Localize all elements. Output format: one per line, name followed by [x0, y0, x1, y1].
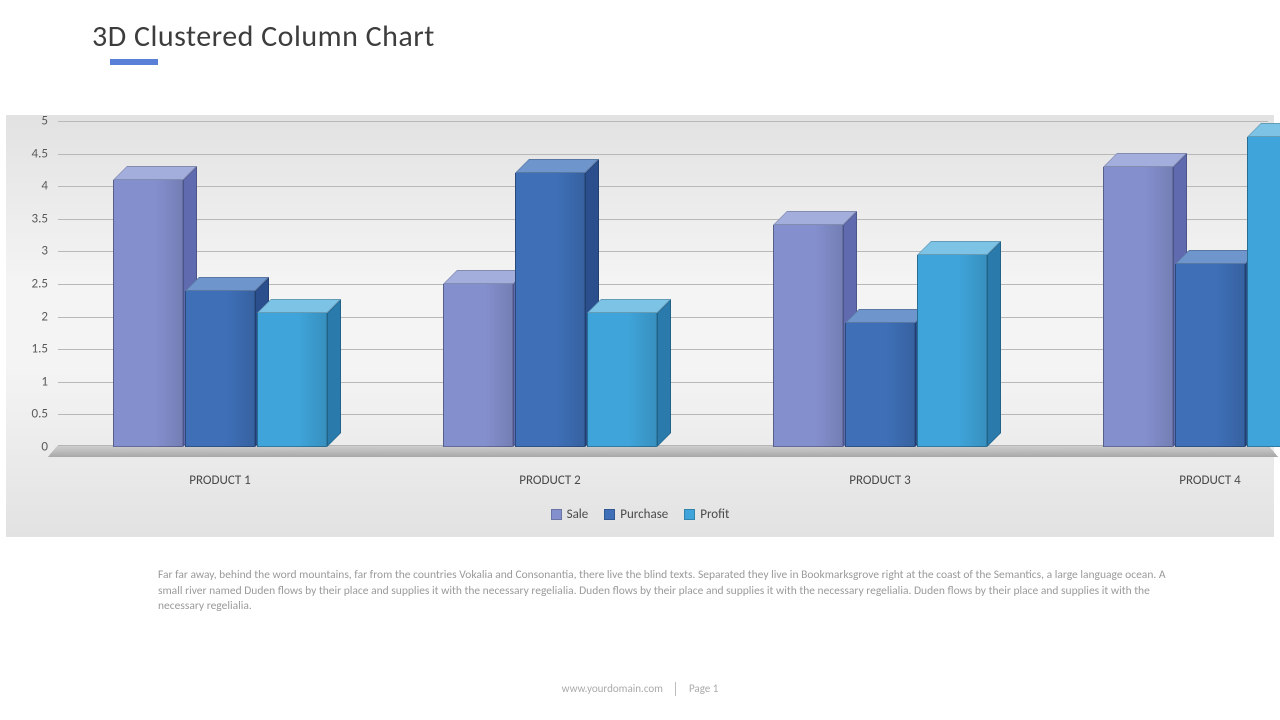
legend-item: Profit [684, 507, 729, 522]
y-tick-label: 2.5 [32, 277, 48, 292]
y-tick-label: 4.5 [32, 146, 48, 161]
bar-profit [1247, 137, 1280, 447]
bar-purchase [845, 323, 915, 447]
body-text: Far far away, behind the word mountains,… [158, 568, 1188, 615]
bar-profit [917, 255, 987, 447]
bar-purchase [515, 173, 585, 447]
y-tick-label: 1 [41, 374, 48, 389]
x-axis-label: PRODUCT 3 [849, 473, 910, 488]
chart-panel: 0 0.5 1 1.5 2 2.5 3 3.5 4 4.5 5 PRODUCT 1 PRODUCT 2… [6, 115, 1274, 537]
y-tick-label: 3 [41, 244, 48, 259]
y-tick-label: 4 [41, 179, 48, 194]
legend-item: Purchase [604, 507, 668, 522]
y-tick-label: 2 [41, 309, 48, 324]
legend-item: Sale [551, 507, 589, 522]
y-axis: 00.511.522.533.544.55 [6, 121, 54, 461]
footer-domain: www.yourdomain.com [562, 682, 663, 695]
title-underline [110, 59, 158, 65]
bar-sale [1103, 167, 1173, 447]
y-tick-label: 3.5 [32, 211, 48, 226]
legend-swatch [551, 509, 562, 520]
footer: www.yourdomain.com Page 1 [0, 682, 1280, 696]
bar-purchase [185, 291, 255, 447]
bar-purchase [1175, 264, 1245, 447]
x-axis-label: PRODUCT 4 [1179, 473, 1240, 488]
legend: Sale Purchase Profit [6, 507, 1274, 524]
x-axis-labels: PRODUCT 1 PRODUCT 2 PRODUCT 3 PRODUCT 4 [58, 473, 1268, 495]
bar-profit [257, 313, 327, 447]
footer-separator [675, 682, 676, 696]
y-tick-label: 0 [41, 440, 48, 455]
legend-label: Purchase [620, 507, 668, 522]
bars-layer [58, 121, 1268, 447]
bar-sale [773, 225, 843, 447]
legend-swatch [604, 509, 615, 520]
title-area: 3D Clustered Column Chart [92, 18, 435, 65]
page-title: 3D Clustered Column Chart [92, 18, 435, 55]
bar-sale [113, 180, 183, 447]
bar-profit [587, 313, 657, 447]
y-tick-label: 1.5 [32, 342, 48, 357]
legend-label: Sale [567, 507, 589, 522]
y-tick-label: 0.5 [32, 407, 48, 422]
legend-swatch [684, 509, 695, 520]
footer-page: Page 1 [689, 682, 718, 695]
y-tick-label: 5 [41, 114, 48, 129]
legend-label: Profit [700, 507, 729, 522]
x-axis-label: PRODUCT 1 [189, 473, 250, 488]
bar-sale [443, 284, 513, 447]
x-axis-label: PRODUCT 2 [519, 473, 580, 488]
